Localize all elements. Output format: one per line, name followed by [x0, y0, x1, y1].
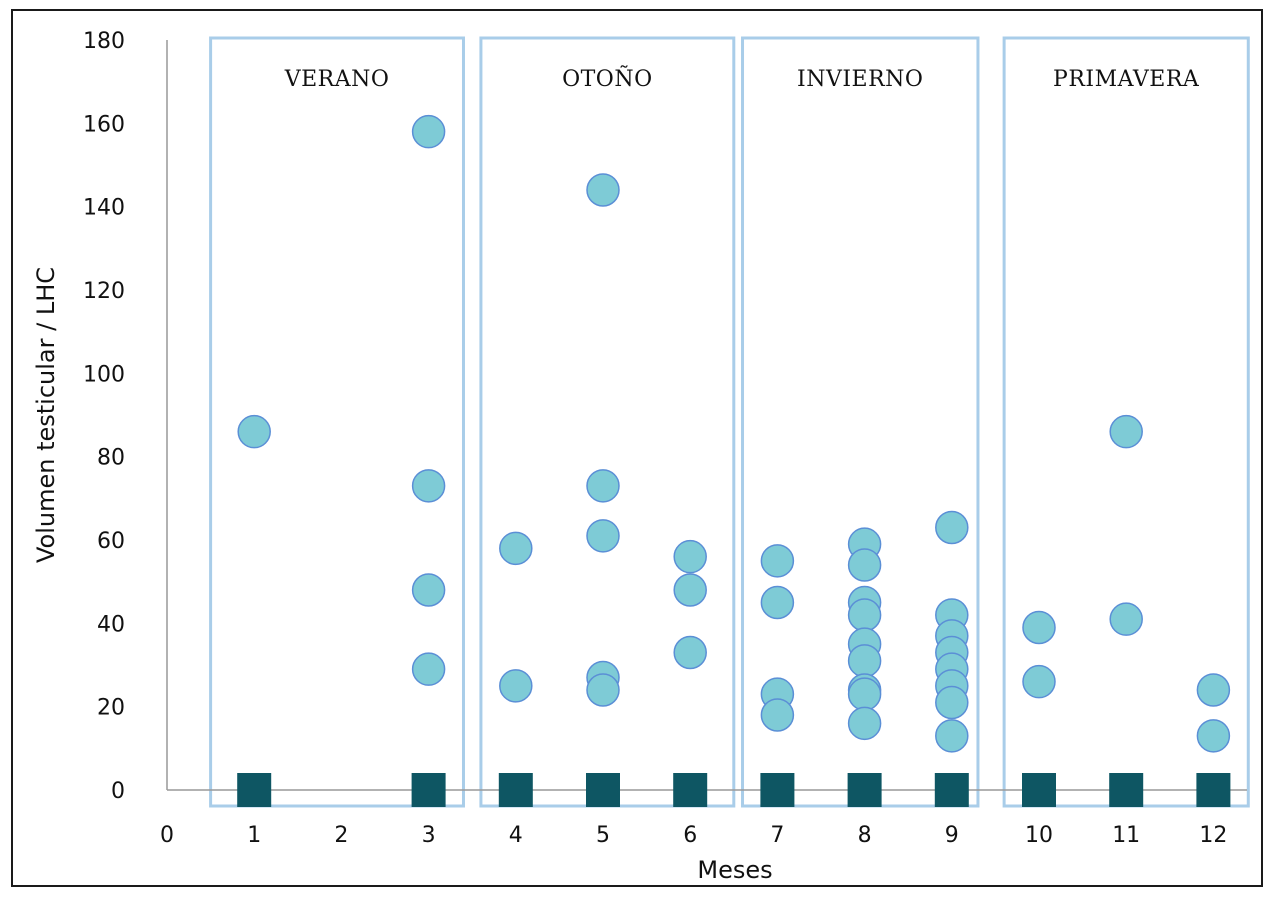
data-point-square [498, 773, 533, 807]
season-label-0: VERANO [284, 67, 390, 92]
axes [166, 40, 1247, 791]
data-point-circle [673, 573, 707, 607]
data-point-square [847, 773, 882, 807]
season-label-3: PRIMAVERA [1053, 67, 1200, 92]
x-tick-label: 2 [334, 823, 348, 848]
y-axis-title: Volumen testicular / LHC [32, 267, 60, 563]
data-point-circle [411, 469, 446, 503]
data-point-circle [847, 677, 882, 711]
data-point-circle [1022, 664, 1056, 699]
data-point-square [1196, 773, 1231, 807]
data-point-circle [499, 531, 533, 566]
x-tick-label: 1 [247, 823, 261, 848]
data-point-circle [411, 652, 446, 686]
data-point-circle [847, 644, 882, 678]
x-tick-label: 4 [509, 823, 523, 848]
x-tick-label: 3 [422, 823, 436, 848]
data-point-circle [1196, 719, 1231, 753]
chart-frame [11, 9, 1263, 887]
x-tick-label: 7 [770, 823, 784, 848]
data-point-circle [1109, 602, 1143, 636]
data-point-circle [935, 685, 969, 720]
data-point-square [673, 773, 708, 807]
data-point-circle [673, 539, 707, 574]
data-point-square [1109, 773, 1144, 807]
x-tick-label: 8 [858, 823, 872, 848]
data-point-circle [586, 469, 620, 503]
data-point-circle [760, 698, 795, 732]
x-tick-label: 10 [1025, 823, 1053, 848]
data-point-circle [586, 519, 620, 553]
data-point-square [586, 773, 620, 807]
y-tick-label: 20 [97, 696, 125, 721]
x-tick-label: 9 [945, 823, 959, 848]
data-points [237, 114, 1231, 807]
data-point-circle [847, 548, 882, 582]
y-tick-label: 140 [83, 196, 125, 221]
data-point-square [760, 773, 795, 807]
x-tick-label: 6 [683, 823, 697, 848]
data-point-circle [760, 585, 795, 620]
season-boxes: VERANO OTOÑO INVIERNO PRIMAVERA [209, 36, 1250, 808]
data-point-square [934, 773, 969, 807]
x-tick-label: 5 [596, 823, 610, 848]
x-axis-title: Meses [697, 856, 772, 884]
y-tick-label: 60 [97, 529, 125, 554]
season-label-2: INVIERNO [797, 67, 923, 92]
x-tick-label: 11 [1112, 823, 1140, 848]
y-tick-label: 100 [83, 362, 125, 387]
data-point-circle [847, 706, 882, 741]
season-label-1: OTOÑO [562, 64, 653, 92]
x-tick-labels: 0 1 2 3 4 5 6 7 8 9 10 11 12 [160, 823, 1227, 848]
data-point-circle [935, 510, 969, 545]
data-point-circle [586, 173, 620, 207]
data-point-circle [1196, 673, 1231, 707]
y-tick-label: 40 [97, 612, 125, 637]
y-tick-label: 80 [97, 446, 125, 471]
data-point-circle [499, 669, 533, 703]
data-point-circle [586, 673, 620, 707]
data-point-square [411, 773, 446, 807]
data-point-circle [411, 573, 446, 607]
y-tick-labels: 0 20 40 60 80 100 120 140 160 180 [83, 29, 125, 804]
y-tick-label: 0 [111, 779, 125, 804]
data-point-square [1022, 773, 1056, 807]
data-point-square [237, 773, 272, 807]
data-point-circle [1109, 414, 1143, 449]
y-tick-label: 180 [83, 29, 125, 54]
data-point-circle [847, 598, 882, 632]
x-tick-label: 0 [160, 823, 174, 848]
y-tick-label: 160 [83, 112, 125, 137]
data-point-circle [237, 414, 271, 449]
season-box-0 [209, 36, 465, 808]
data-point-circle [935, 719, 969, 753]
y-tick-label: 120 [83, 279, 125, 304]
data-point-circle [673, 635, 707, 670]
x-tick-label: 12 [1199, 823, 1227, 848]
data-point-circle [411, 114, 446, 149]
data-point-circle [760, 544, 795, 578]
data-point-circle [1022, 610, 1056, 645]
